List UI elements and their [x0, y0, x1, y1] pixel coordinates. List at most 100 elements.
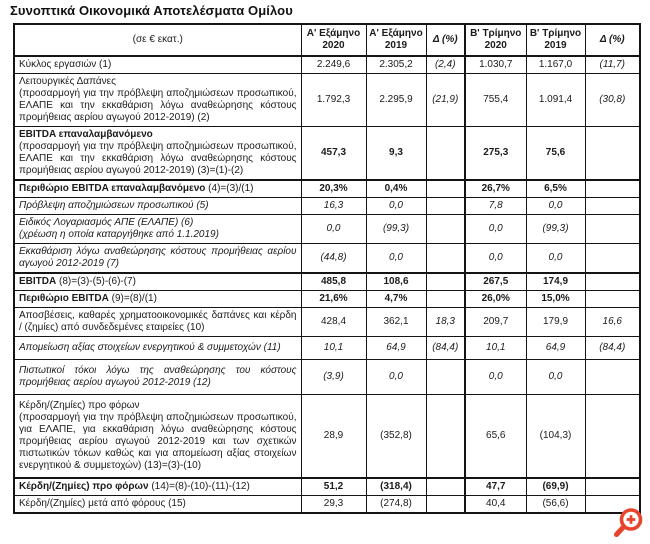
table-row: Κέρδη/(Ζημίες) προ φόρων (προσαρμογή για … [13, 394, 641, 479]
col-header-delta-h1: Δ (%) [425, 23, 466, 57]
cell-value: (274,8) [365, 495, 427, 514]
cell-value: (84,4) [425, 336, 466, 360]
cell-value: 0,0 [525, 197, 586, 215]
cell-value: 2.295,9 [365, 73, 427, 127]
table-row: Αποσβέσεις, καθαρές χρηματοοικονομικές δ… [13, 307, 641, 337]
cell-value: 362,1 [365, 307, 427, 337]
unit-header: (σε € εκατ.) [13, 23, 302, 57]
cell-value [425, 214, 466, 244]
cell-value [584, 394, 641, 479]
header-row: (σε € εκατ.) Α' Εξάμηνο 2020 Α' Εξάμηνο … [13, 23, 641, 57]
cell-value: (2,4) [425, 55, 466, 74]
table-row: Εκκαθάριση λόγω αναθεώρησης κόστους προμ… [13, 243, 641, 274]
table-row: Απομείωση αξίας στοιχείων ενεργητικού & … [13, 336, 641, 360]
cell-value: (69,9) [525, 477, 586, 496]
col-header-h1-2019: Α' Εξάμηνο 2019 [365, 23, 427, 57]
cell-value: 1.091,4 [525, 73, 586, 127]
cell-value: 0,0 [365, 197, 427, 215]
cell-value: 29,3 [300, 495, 367, 514]
cell-value: 2.305,2 [365, 55, 427, 74]
cell-value: (3,9) [300, 359, 367, 395]
cell-value: 485,8 [300, 272, 367, 291]
cell-value: 26,7% [464, 179, 527, 198]
row-label: Αποσβέσεις, καθαρές χρηματοοικονομικές δ… [13, 307, 302, 337]
cell-value: 16,6 [584, 307, 641, 337]
cell-value: 64,9 [525, 336, 586, 360]
cell-value [584, 290, 641, 308]
cell-value: 10,1 [300, 336, 367, 360]
cell-value [425, 477, 466, 496]
cell-value [425, 290, 466, 308]
table-row: Κύκλος εργασιών (1) 2.249,6 2.305,2 (2,4) 1.… [13, 55, 641, 74]
cell-value: 275,3 [464, 126, 527, 181]
row-label: EBITDA επαναλαμβανόμενο (προσαρμογή για τ… [13, 126, 302, 181]
cell-value [425, 243, 466, 274]
cell-value: (44,8) [300, 243, 367, 274]
cell-value: 6,5% [525, 179, 586, 198]
cell-value: 209,7 [464, 307, 527, 337]
cell-value: (30,8) [584, 73, 641, 127]
cell-value [425, 394, 466, 479]
cell-value [584, 359, 641, 395]
cell-value: 18,3 [425, 307, 466, 337]
cell-value: 47,7 [464, 477, 527, 496]
row-label: Κύκλος εργασιών (1) [13, 55, 302, 74]
financial-results-table: (σε € εκατ.) Α' Εξάμηνο 2020 Α' Εξάμηνο … [13, 23, 641, 514]
cell-value: 174,9 [525, 272, 586, 291]
table-row: EBITDA (8)=(3)-(5)-(6)-(7) 485,8 108,6 267,… [13, 272, 641, 291]
cell-value: 40,4 [464, 495, 527, 514]
cell-value [584, 214, 641, 244]
cell-value: 21,6% [300, 290, 367, 308]
col-header-q2-2019: Β' Τρίμηνο 2019 [525, 23, 586, 57]
table-row: Πιστωτικοί τόκοι λόγω της αναθεώρησης το… [13, 359, 641, 395]
cell-value: 10,1 [464, 336, 527, 360]
cell-value [425, 495, 466, 514]
row-label: Περιθώριο EBITDA επαναλαμβανόμενο (4)=(3… [13, 179, 302, 198]
cell-value: 0,0 [525, 359, 586, 395]
cell-value: (99,3) [525, 214, 586, 244]
col-header-h1-2020: Α' Εξάμηνο 2020 [300, 23, 367, 57]
cell-value: 9,3 [365, 126, 427, 181]
page-title: Συνοπτικά Οικονομικά Αποτελέσματα Ομίλου [10, 3, 293, 18]
cell-value [584, 179, 641, 198]
cell-value: 0,0 [464, 243, 527, 274]
cell-value: 0,4% [365, 179, 427, 198]
cell-value: 28,9 [300, 394, 367, 479]
cell-value: 457,3 [300, 126, 367, 181]
page: Συνοπτικά Οικονομικά Αποτελέσματα Ομίλου… [0, 3, 650, 537]
cell-value [425, 359, 466, 395]
cell-value: (318,4) [365, 477, 427, 496]
row-label: Πιστωτικοί τόκοι λόγω της αναθεώρησης το… [13, 359, 302, 395]
cell-value: 0,0 [464, 214, 527, 244]
table-row: Περιθώριο EBITDA επαναλαμβανόμενο (4)=(3… [13, 179, 641, 198]
table-row: Κέρδη/(Ζημίες) προ φόρων (14)=(8)-(10)-(… [13, 477, 641, 496]
cell-value: 0,0 [525, 243, 586, 274]
table-row: EBITDA επαναλαμβανόμενο (προσαρμογή για τ… [13, 126, 641, 181]
table-row: Λειτουργικές Δαπάνες (προσαρμογή για την … [13, 73, 641, 127]
table-row: Περιθώριο EBITDA (9)=(8)/(1) 21,6% 4,7% 26,… [13, 290, 641, 308]
cell-value: 26,0% [464, 290, 527, 308]
cell-value: 267,5 [464, 272, 527, 291]
cell-value [425, 126, 466, 181]
cell-value [425, 179, 466, 198]
cell-value [584, 126, 641, 181]
zoom-in-icon[interactable] [612, 506, 646, 540]
row-label: Πρόβλεψη αποζημιώσεων προσωπικού (5) [13, 197, 302, 215]
cell-value: 0,0 [300, 214, 367, 244]
col-header-q2-2020: Β' Τρίμηνο 2020 [464, 23, 527, 57]
cell-value: 4,7% [365, 290, 427, 308]
cell-value [584, 477, 641, 496]
cell-value: (11,7) [584, 55, 641, 74]
row-label: Κέρδη/(Ζημίες) προ φόρων (14)=(8)-(10)-(… [13, 477, 302, 496]
cell-value: 2.249,6 [300, 55, 367, 74]
cell-value: 0,0 [365, 359, 427, 395]
row-label: Απομείωση αξίας στοιχείων ενεργητικού & … [13, 336, 302, 360]
cell-value: (352,8) [365, 394, 427, 479]
cell-value [584, 495, 641, 514]
cell-value: 1.167,0 [525, 55, 586, 74]
row-label: Εκκαθάριση λόγω αναθεώρησης κόστους προμ… [13, 243, 302, 274]
cell-value: 51,2 [300, 477, 367, 496]
cell-value: 428,4 [300, 307, 367, 337]
cell-value: 16,3 [300, 197, 367, 215]
cell-value: 1.792,3 [300, 73, 367, 127]
